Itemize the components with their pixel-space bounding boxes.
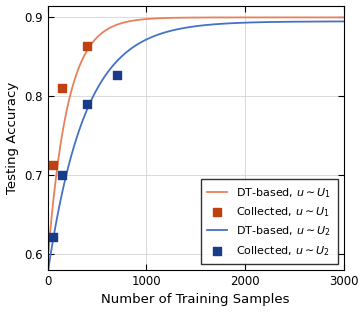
- Line: DT-based, $u \sim U_1$: DT-based, $u \sim U_1$: [48, 17, 344, 261]
- Legend: DT-based, $u \sim U_1$, Collected, $u \sim U_1$, DT-based, $u \sim U_2$, Collect: DT-based, $u \sim U_1$, Collected, $u \s…: [201, 179, 338, 265]
- DT-based, $u \sim U_2$: [289, 20, 293, 24]
- DT-based, $u \sim U_1$: [223, 16, 228, 19]
- DT-based, $u \sim U_2$: [341, 20, 346, 23]
- Collected, $u \sim U_2$: [59, 173, 65, 178]
- DT-based, $u \sim U_2$: [223, 22, 228, 26]
- X-axis label: Number of Training Samples: Number of Training Samples: [102, 294, 290, 306]
- DT-based, $u \sim U_1$: [289, 16, 293, 19]
- DT-based, $u \sim U_2$: [238, 21, 242, 25]
- Y-axis label: Testing Accuracy: Testing Accuracy: [5, 82, 19, 194]
- DT-based, $u \sim U_1$: [99, 32, 104, 35]
- DT-based, $u \sim U_2$: [159, 32, 163, 36]
- DT-based, $u \sim U_1$: [159, 16, 163, 20]
- Collected, $u \sim U_2$: [84, 102, 90, 107]
- Line: DT-based, $u \sim U_2$: DT-based, $u \sim U_2$: [48, 22, 344, 273]
- DT-based, $u \sim U_2$: [266, 20, 271, 24]
- Collected, $u \sim U_1$: [50, 163, 55, 168]
- Collected, $u \sim U_2$: [114, 72, 120, 77]
- DT-based, $u \sim U_1$: [46, 259, 50, 263]
- DT-based, $u \sim U_2$: [46, 271, 50, 275]
- Collected, $u \sim U_1$: [84, 43, 90, 48]
- DT-based, $u \sim U_1$: [266, 16, 271, 19]
- DT-based, $u \sim U_2$: [99, 80, 104, 83]
- DT-based, $u \sim U_1$: [341, 16, 346, 19]
- Collected, $u \sim U_1$: [59, 85, 65, 90]
- DT-based, $u \sim U_1$: [238, 16, 242, 19]
- Collected, $u \sim U_2$: [50, 234, 55, 239]
